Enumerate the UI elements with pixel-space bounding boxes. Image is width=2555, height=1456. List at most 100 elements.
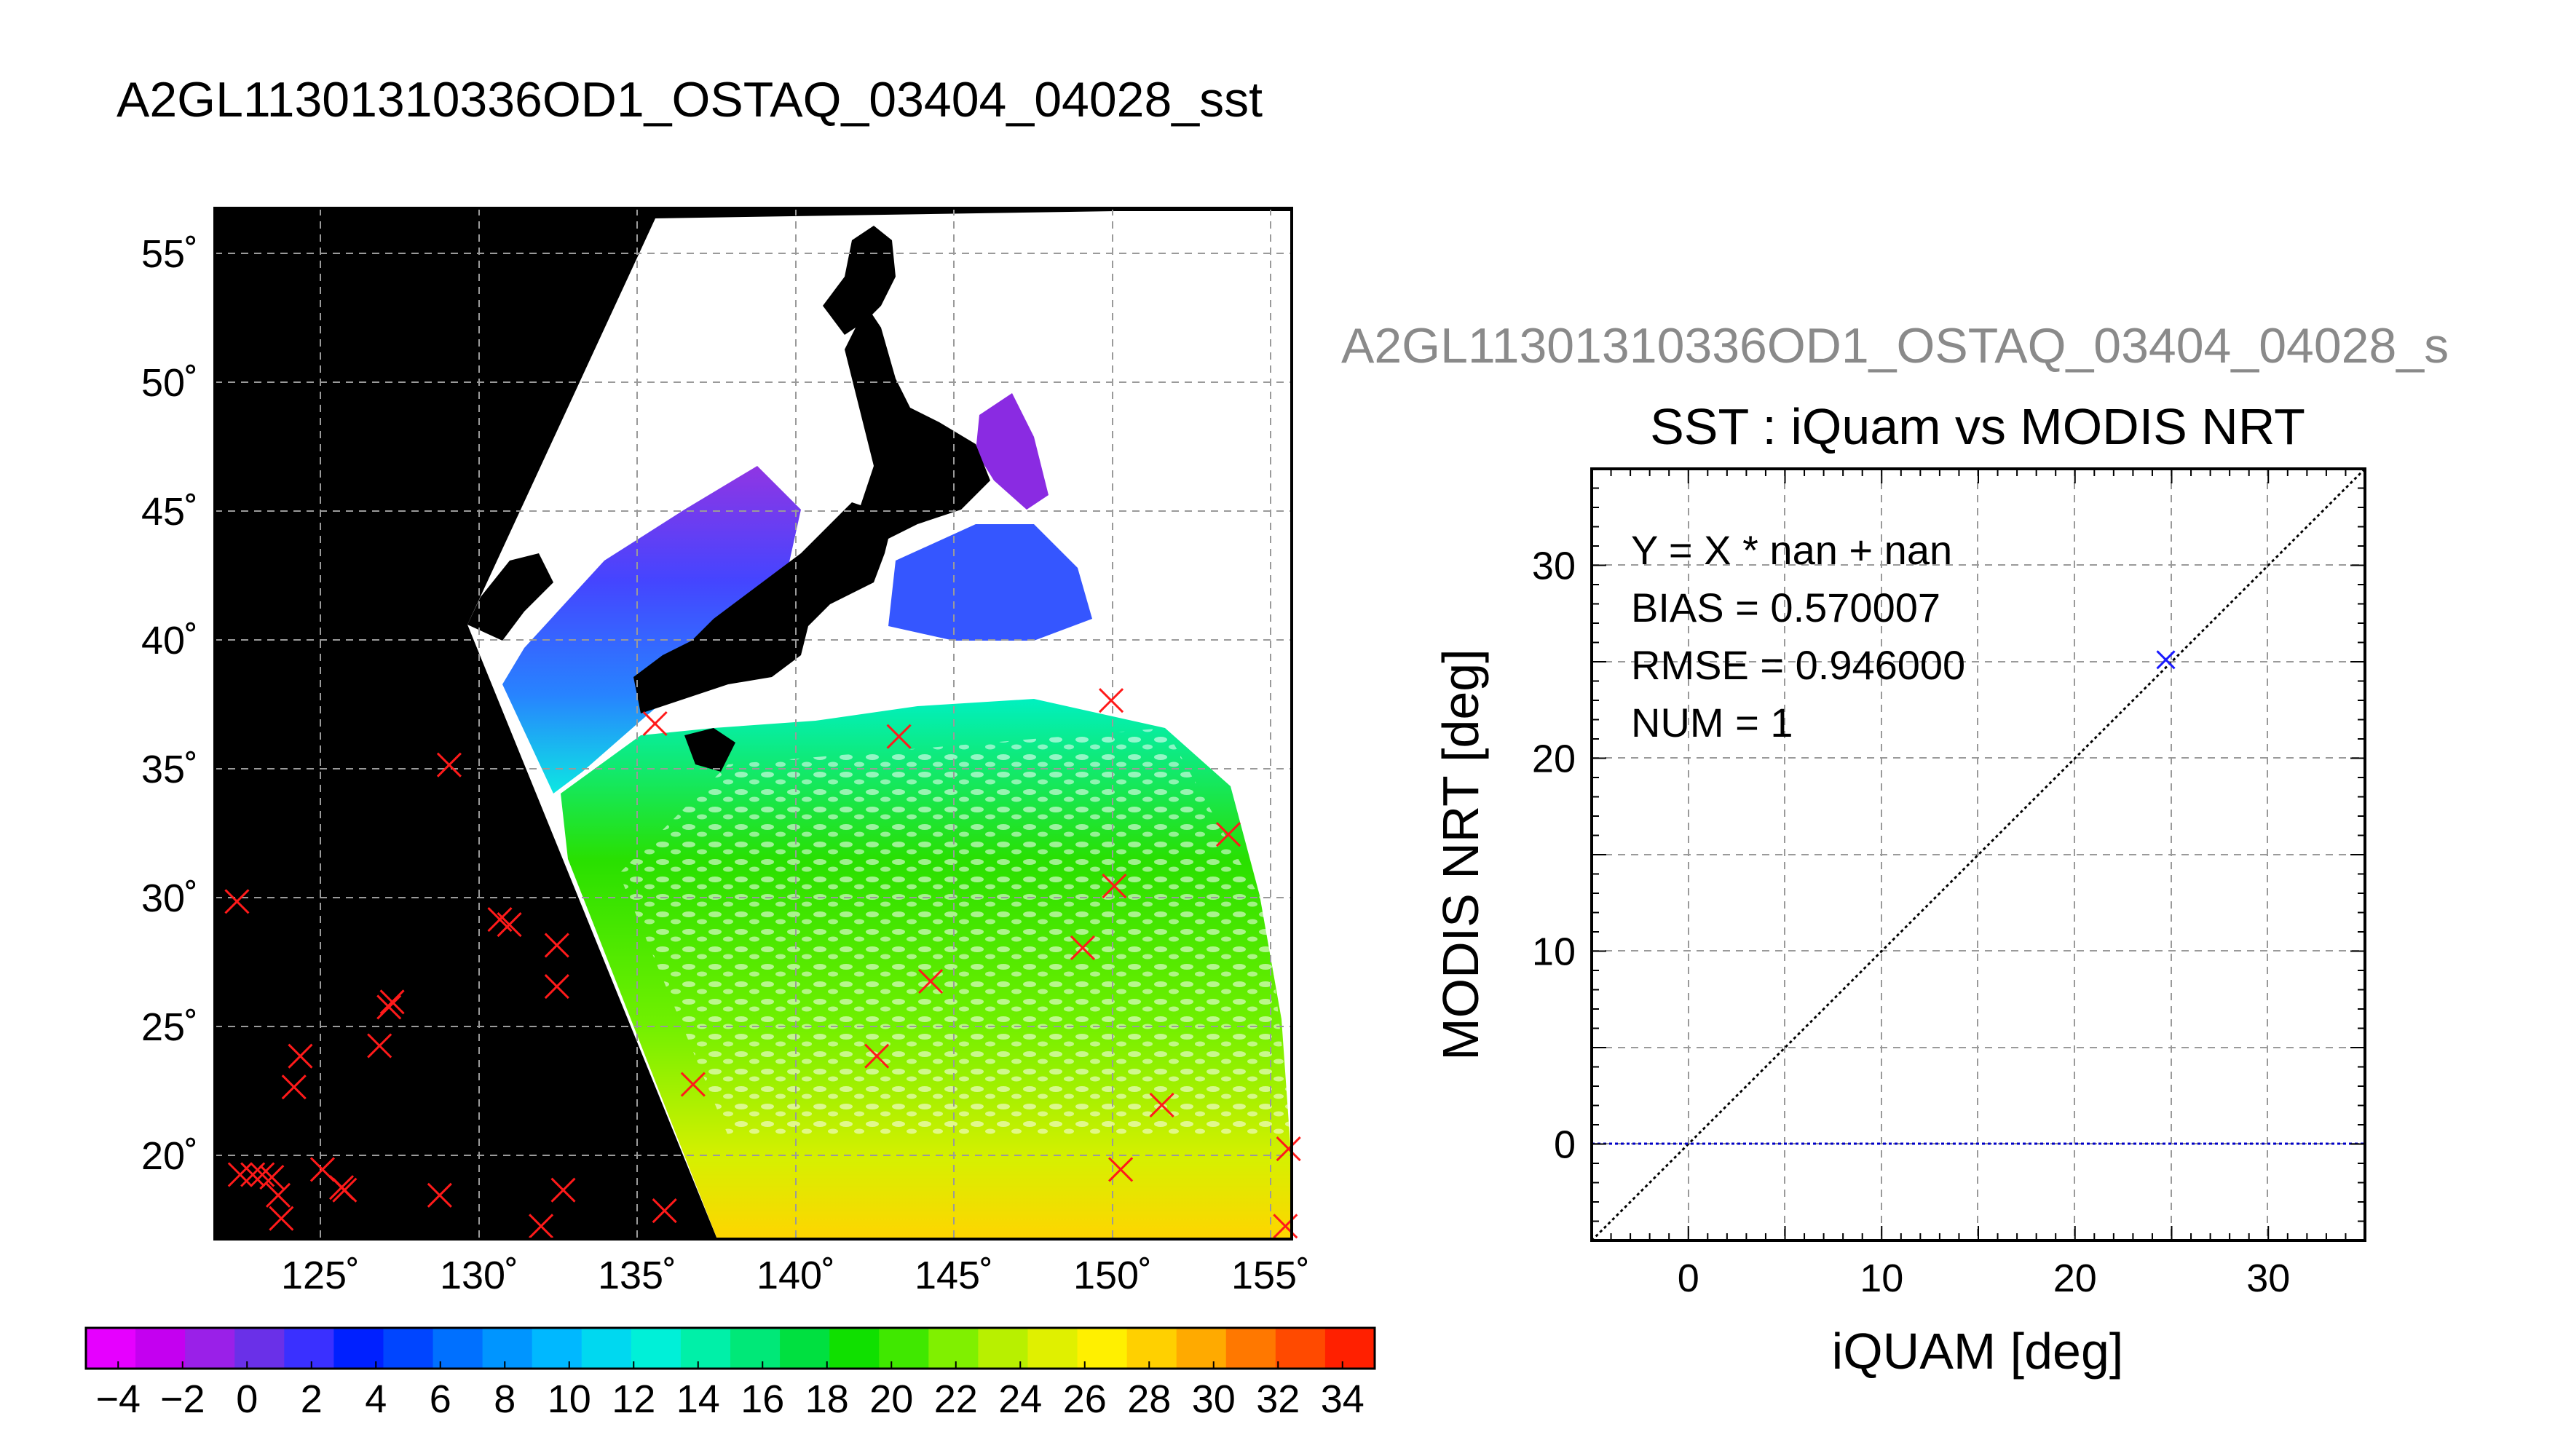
map-frame bbox=[213, 207, 1293, 1241]
colorbar-tick-label: 22 bbox=[934, 1377, 978, 1421]
matchup-point-marker bbox=[379, 989, 405, 1015]
matchup-point-marker bbox=[544, 974, 569, 1000]
sst-okhotsk-patch bbox=[976, 393, 1049, 510]
lon-tick-label: 140˚ bbox=[757, 1254, 835, 1297]
map-grid bbox=[215, 208, 1292, 1239]
matchup-point-marker bbox=[332, 1177, 358, 1203]
colorbar-cell bbox=[1324, 1328, 1375, 1369]
matchup-point-marker bbox=[528, 1214, 554, 1239]
matchup-point-marker bbox=[265, 1182, 291, 1208]
colorbar-tick-label: 20 bbox=[869, 1377, 913, 1421]
matchup-point-marker bbox=[224, 889, 250, 914]
colorbar-cell bbox=[928, 1328, 979, 1369]
lat-tick-label: 55˚ bbox=[141, 232, 198, 276]
lon-tick-label: 145˚ bbox=[915, 1254, 993, 1297]
land-japan-north bbox=[845, 306, 990, 539]
colorbar-tick-label: 4 bbox=[365, 1377, 387, 1421]
scatter-y-tick-label: 0 bbox=[1554, 1123, 1576, 1167]
map-lon-labels: 125˚ 130˚ 135˚ 140˚ 145˚ 150˚ 155˚ bbox=[281, 1254, 1310, 1297]
lat-tick-label: 30˚ bbox=[141, 877, 198, 920]
matchup-point-marker bbox=[259, 1164, 285, 1190]
matchup-point-marker bbox=[376, 994, 402, 1020]
scatter-x-tick-label: 0 bbox=[1678, 1257, 1699, 1300]
scatter-grid bbox=[1592, 469, 2365, 1241]
scatter-frame bbox=[1590, 467, 2366, 1242]
colorbar-cell bbox=[185, 1328, 235, 1369]
colorbar-tick-label: 6 bbox=[430, 1377, 451, 1421]
colorbar-tick-label: 26 bbox=[1063, 1377, 1107, 1421]
matchup-point-marker bbox=[544, 933, 569, 958]
matchup-point-marker bbox=[886, 724, 912, 749]
sst-pacific-north bbox=[888, 524, 1092, 641]
colorbar-labels: −4 −2 0 2 4 6 8 10 12 14 16 18 20 22 24 26 28 30 32 34 bbox=[95, 1361, 1365, 1421]
colorbar-tick-label: 8 bbox=[494, 1377, 516, 1421]
sst-north-water bbox=[502, 466, 801, 794]
colorbar-cells bbox=[86, 1328, 1375, 1369]
matchup-point-marker bbox=[1108, 1157, 1134, 1182]
scatter-x-tick-label: 10 bbox=[1860, 1257, 1903, 1300]
lon-tick-label: 135˚ bbox=[598, 1254, 676, 1297]
lon-tick-label: 155˚ bbox=[1231, 1254, 1310, 1297]
sst-map bbox=[213, 207, 1301, 1241]
matchup-point-marker bbox=[269, 1206, 294, 1231]
colorbar-tick-label: 30 bbox=[1192, 1377, 1236, 1421]
scatter-y-tick-label: 20 bbox=[1532, 737, 1576, 781]
colorbar-cell bbox=[631, 1328, 682, 1369]
colorbar-tick-label: −4 bbox=[95, 1377, 141, 1421]
colorbar-cell bbox=[86, 1328, 136, 1369]
colorbar-cell bbox=[581, 1328, 632, 1369]
matchup-point-marker bbox=[918, 968, 944, 994]
colorbar-tick-label: 28 bbox=[1127, 1377, 1171, 1421]
num-value: NUM = 1 bbox=[1631, 700, 1793, 745]
scatter-title: SST : iQuam vs MODIS NRT bbox=[1650, 398, 2305, 455]
scatter-plot bbox=[1590, 467, 2366, 1242]
lat-tick-label: 45˚ bbox=[141, 490, 198, 534]
matchup-point-marker bbox=[367, 1033, 392, 1059]
colorbar-cell bbox=[829, 1328, 880, 1369]
colorbar-cell bbox=[482, 1328, 533, 1369]
identity-line bbox=[1592, 469, 2365, 1241]
stats-annotation: Y = X * nan + nan BIAS = 0.570007 RMSE =… bbox=[1631, 527, 1965, 745]
colorbar-cell bbox=[234, 1328, 285, 1369]
scatter-header: A2GL11301310336OD1_OSTAQ_03404_04028_s bbox=[1341, 318, 2449, 373]
colorbar-cell bbox=[1027, 1328, 1078, 1369]
colorbar-cell bbox=[1126, 1328, 1177, 1369]
colorbar-cell bbox=[383, 1328, 434, 1369]
matchup-point-marker bbox=[652, 1198, 677, 1224]
matchup-point-marker bbox=[1070, 935, 1095, 961]
bias-value: BIAS = 0.570007 bbox=[1631, 585, 1940, 630]
colorbar-tick-label: 14 bbox=[676, 1377, 720, 1421]
colorbar-cell bbox=[780, 1328, 830, 1369]
colorbar-tick-label: 34 bbox=[1321, 1377, 1365, 1421]
scatter-y-tick-label: 30 bbox=[1532, 545, 1576, 588]
matchup-point-marker bbox=[864, 1043, 890, 1069]
lat-tick-label: 40˚ bbox=[141, 619, 198, 662]
colorbar-tick-label: 2 bbox=[301, 1377, 323, 1421]
colorbar-cell bbox=[284, 1328, 334, 1369]
colorbar-cell bbox=[879, 1328, 929, 1369]
scatter-point bbox=[2156, 650, 2176, 670]
colorbar-tick-label: −2 bbox=[160, 1377, 205, 1421]
cloud-texture bbox=[619, 728, 1292, 1136]
colorbar-frame bbox=[84, 1326, 1376, 1370]
matchup-point-marker bbox=[250, 1162, 275, 1187]
matchup-point-marker bbox=[1102, 873, 1127, 899]
matchup-point-marker bbox=[281, 1075, 307, 1100]
lat-tick-label: 50˚ bbox=[141, 361, 198, 405]
matchup-point-marker bbox=[1149, 1092, 1174, 1117]
land-kyushu bbox=[684, 728, 735, 772]
colorbar-tick-label: 16 bbox=[741, 1377, 784, 1421]
lat-tick-label: 20˚ bbox=[141, 1134, 198, 1178]
matchup-point-marker bbox=[497, 912, 522, 938]
colorbar-tick-label: 0 bbox=[236, 1377, 258, 1421]
colorbar-cell bbox=[1176, 1328, 1227, 1369]
map-lat-labels: 55˚ 50˚ 45˚ 40˚ 35˚ 30˚ 25˚ 20˚ bbox=[141, 232, 198, 1178]
lon-tick-label: 150˚ bbox=[1073, 1254, 1152, 1297]
scatter-x-tick-label: 30 bbox=[2246, 1257, 2290, 1300]
lon-tick-label: 130˚ bbox=[440, 1254, 518, 1297]
lat-tick-label: 25˚ bbox=[141, 1005, 198, 1049]
matchup-point-marker bbox=[1215, 822, 1241, 847]
scatter-y-tick-labels: 0 10 20 30 bbox=[1532, 545, 1576, 1167]
map-title: A2GL11301310336OD1_OSTAQ_03404_04028_sst bbox=[117, 72, 1263, 127]
scatter-x-tick-label: 20 bbox=[2053, 1257, 2097, 1300]
